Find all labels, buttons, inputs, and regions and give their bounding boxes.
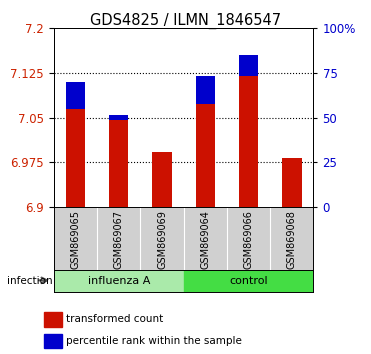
Text: GSM869068: GSM869068 [287, 210, 297, 269]
Bar [109, 115, 128, 207]
Bar [239, 55, 258, 207]
Text: GSM869066: GSM869066 [244, 210, 253, 269]
Bar [239, 55, 258, 76]
Text: infection: infection [7, 276, 53, 286]
Bar [109, 115, 128, 120]
Text: GSM869065: GSM869065 [70, 210, 81, 269]
Bar [196, 76, 215, 104]
Text: control: control [229, 276, 268, 286]
Bar [196, 76, 215, 207]
Bar [152, 152, 172, 207]
Text: transformed count: transformed count [66, 314, 164, 325]
Text: GSM869067: GSM869067 [114, 210, 124, 269]
Bar [282, 158, 302, 207]
Bar [44, 313, 62, 326]
Bar [44, 333, 62, 348]
Text: GSM869069: GSM869069 [157, 210, 167, 269]
Bar [54, 270, 184, 292]
Bar [66, 82, 85, 207]
Bar [66, 82, 85, 109]
Text: GSM869064: GSM869064 [200, 210, 210, 269]
Text: GDS4825 / ILMN_1846547: GDS4825 / ILMN_1846547 [90, 12, 281, 29]
Text: influenza A: influenza A [88, 276, 150, 286]
Bar [184, 270, 313, 292]
Text: percentile rank within the sample: percentile rank within the sample [66, 336, 242, 346]
